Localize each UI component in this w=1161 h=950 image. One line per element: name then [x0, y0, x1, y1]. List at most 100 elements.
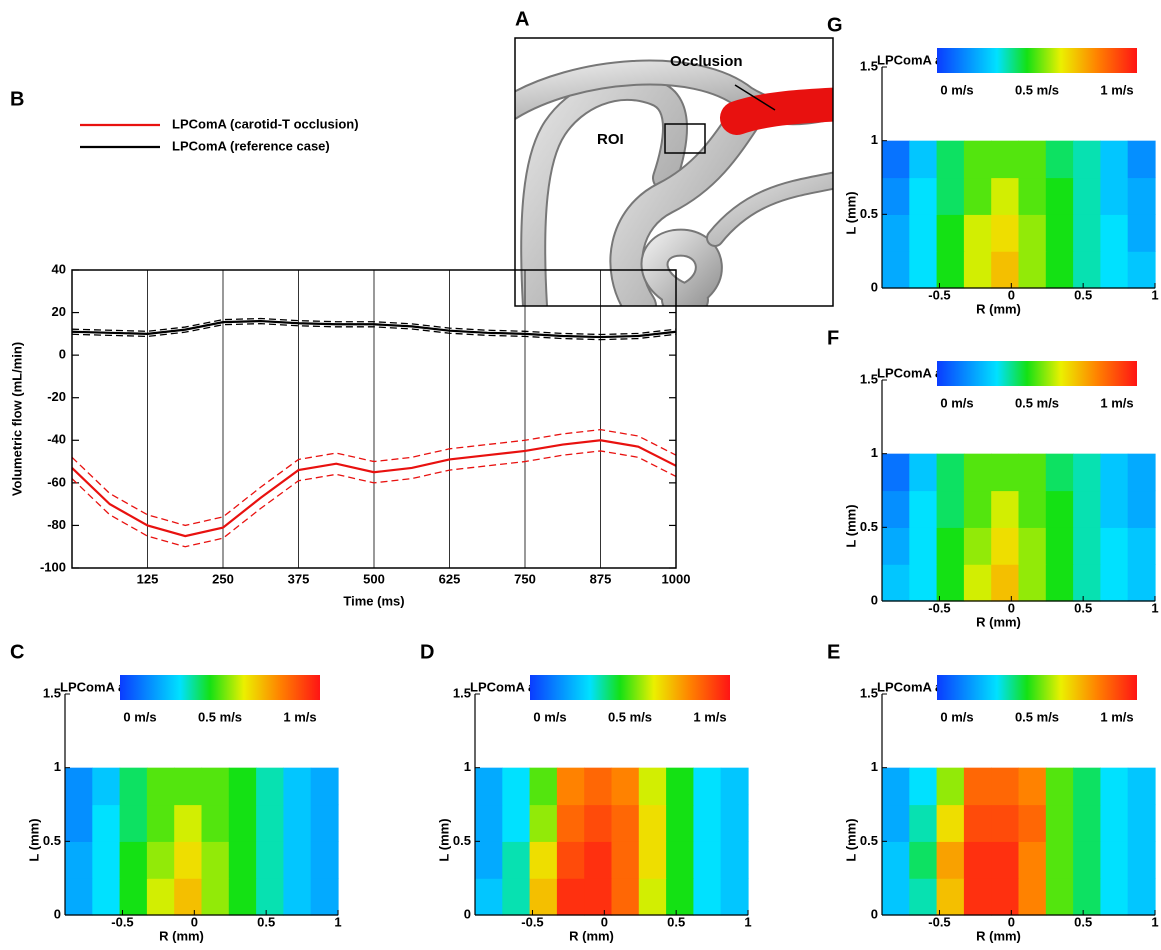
y-axis-label: L (mm) — [26, 818, 41, 861]
x-tick-label: 0 — [601, 914, 608, 929]
heat-cell — [1045, 490, 1074, 528]
band-line — [71, 450, 677, 548]
heat-cell — [1045, 140, 1074, 179]
heat-cell — [283, 878, 312, 916]
heat-cell — [963, 214, 992, 252]
y-axis-label: Volumetric flow (mL/min) — [9, 342, 24, 496]
heat-cell — [92, 804, 121, 842]
heat-cell — [638, 804, 667, 842]
heat-cell — [228, 804, 257, 842]
heat-cell — [174, 878, 203, 916]
heat-cell — [1045, 177, 1074, 215]
heat-cell — [882, 527, 910, 565]
heat-cell — [1073, 177, 1101, 215]
heat-cell — [991, 251, 1020, 289]
x-tick-label: 0.5 — [1074, 914, 1092, 929]
heat-cell — [529, 804, 558, 842]
panel-label: G — [827, 14, 843, 36]
heat-cell — [228, 767, 257, 806]
x-tick-label: 0 — [1008, 287, 1015, 302]
heat-cell — [991, 214, 1020, 252]
heat-cell — [146, 804, 175, 842]
band-line — [71, 428, 677, 527]
heat-cell — [475, 841, 503, 879]
heat-cell — [174, 767, 203, 806]
heat-cell — [1018, 564, 1047, 602]
heat-cell — [963, 527, 992, 565]
y-tick-label: 1.5 — [453, 685, 471, 700]
heat-cell — [502, 767, 531, 806]
heat-cell — [1018, 767, 1047, 806]
heat-cell — [529, 767, 558, 806]
heat-cell — [119, 767, 148, 806]
heat-cell — [936, 140, 965, 179]
panel-label: C — [10, 641, 24, 663]
heat-cell — [666, 767, 694, 806]
panel-label: D — [420, 641, 434, 663]
heat-cell — [909, 453, 938, 492]
heat-cell — [1018, 490, 1047, 528]
heat-cell — [909, 527, 938, 565]
heat-cell — [611, 804, 640, 842]
x-tick-label: -0.5 — [928, 287, 950, 302]
x-tick-label: 1 — [1151, 600, 1158, 615]
heat-cell — [1045, 804, 1074, 842]
heat-cell — [310, 804, 339, 842]
heat-cell — [666, 804, 694, 842]
heat-cell — [1127, 878, 1156, 916]
heat-cell — [1127, 767, 1156, 806]
heat-cell — [283, 767, 312, 806]
heat-cell — [882, 564, 910, 602]
x-tick-label: 625 — [439, 571, 461, 586]
series-line — [71, 439, 677, 538]
y-tick-label: 20 — [52, 304, 66, 319]
y-tick-label: -40 — [47, 432, 66, 447]
heat-cell — [502, 878, 531, 916]
heat-cell — [720, 804, 749, 842]
heat-cell — [529, 841, 558, 879]
colorbar-label: 1 m/s — [283, 709, 316, 724]
x-tick-label: 0.5 — [257, 914, 275, 929]
heat-cell — [228, 841, 257, 879]
heat-cell — [720, 878, 749, 916]
heat-cell — [936, 177, 965, 215]
colorbar — [937, 48, 1137, 73]
heat-cell — [909, 490, 938, 528]
heat-cell — [1073, 214, 1101, 252]
heat-cell — [909, 767, 938, 806]
heat-cell — [991, 564, 1020, 602]
x-tick-label: 0.5 — [667, 914, 685, 929]
colorbar-label: 0.5 m/s — [198, 709, 242, 724]
heat-cell — [666, 878, 694, 916]
colorbar — [120, 675, 320, 700]
heat-cell — [1127, 251, 1156, 289]
heat-cell — [882, 177, 910, 215]
heat-cell — [666, 841, 694, 879]
colorbar — [937, 361, 1137, 386]
heat-cell — [201, 767, 230, 806]
heat-cell — [882, 490, 910, 528]
heat-cell — [92, 767, 121, 806]
x-axis-label: R (mm) — [976, 928, 1021, 943]
x-tick-label: 500 — [363, 571, 385, 586]
annotation: Occlusion — [670, 53, 743, 70]
heat-cell — [909, 804, 938, 842]
heat-cell — [1127, 453, 1156, 492]
x-axis-label: R (mm) — [159, 928, 204, 943]
heat-cell — [963, 251, 992, 289]
heat-cell — [882, 453, 910, 492]
heat-cell — [1018, 251, 1047, 289]
band-line — [71, 322, 677, 341]
heat-cell — [65, 841, 93, 879]
heat-cell — [1127, 564, 1156, 602]
heat-cell — [65, 804, 93, 842]
x-tick-label: 750 — [514, 571, 536, 586]
heat-cell — [936, 804, 965, 842]
heat-cell — [1073, 490, 1101, 528]
heat-cell — [936, 490, 965, 528]
heat-cell — [963, 804, 992, 842]
heat-cell — [693, 767, 722, 806]
heat-cell — [936, 251, 965, 289]
panel-label: F — [827, 327, 839, 349]
y-axis-label: L (mm) — [843, 818, 858, 861]
